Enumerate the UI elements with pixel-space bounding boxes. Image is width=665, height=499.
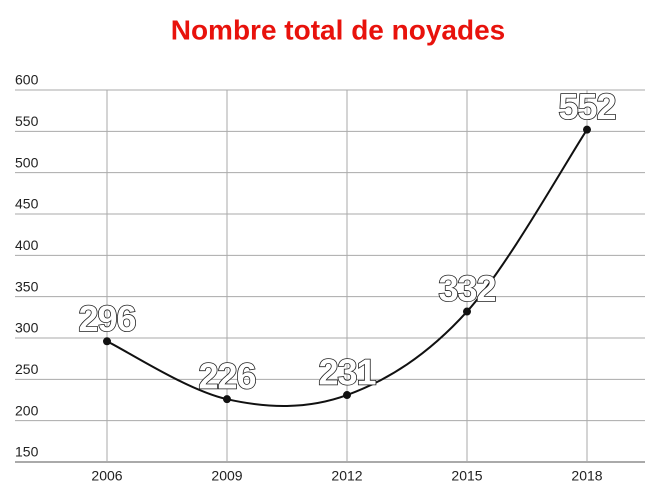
value-label: 296 (78, 298, 135, 339)
y-tick-label: 150 (15, 444, 39, 460)
y-tick-label: 550 (15, 113, 39, 129)
y-tick-label: 450 (15, 196, 39, 212)
point (223, 395, 231, 404)
x-tick-label: 2006 (91, 468, 122, 484)
y-tick-label: 500 (15, 154, 39, 170)
x-tick-label: 2012 (331, 468, 362, 484)
value-label: 332 (438, 268, 495, 309)
line (106, 129, 588, 407)
chart-title: Nombre total de noyades (171, 14, 506, 45)
y-tick-label: 400 (15, 237, 39, 253)
point (463, 307, 471, 316)
point (583, 125, 591, 134)
value-label: 552 (558, 86, 615, 127)
x-tick-label: 2018 (571, 468, 602, 484)
y-tick-label: 300 (15, 320, 39, 336)
x-tick-label: 2009 (211, 468, 242, 484)
y-tick-label: 200 (15, 402, 39, 418)
point (343, 391, 351, 400)
y-tick-label: 350 (15, 278, 39, 294)
value-label: 226 (198, 356, 255, 397)
value-label: 231 (318, 352, 376, 393)
point (103, 337, 111, 346)
y-tick-label: 600 (15, 72, 39, 88)
y-tick-label: 250 (15, 361, 39, 377)
x-tick-label: 2015 (451, 468, 482, 484)
